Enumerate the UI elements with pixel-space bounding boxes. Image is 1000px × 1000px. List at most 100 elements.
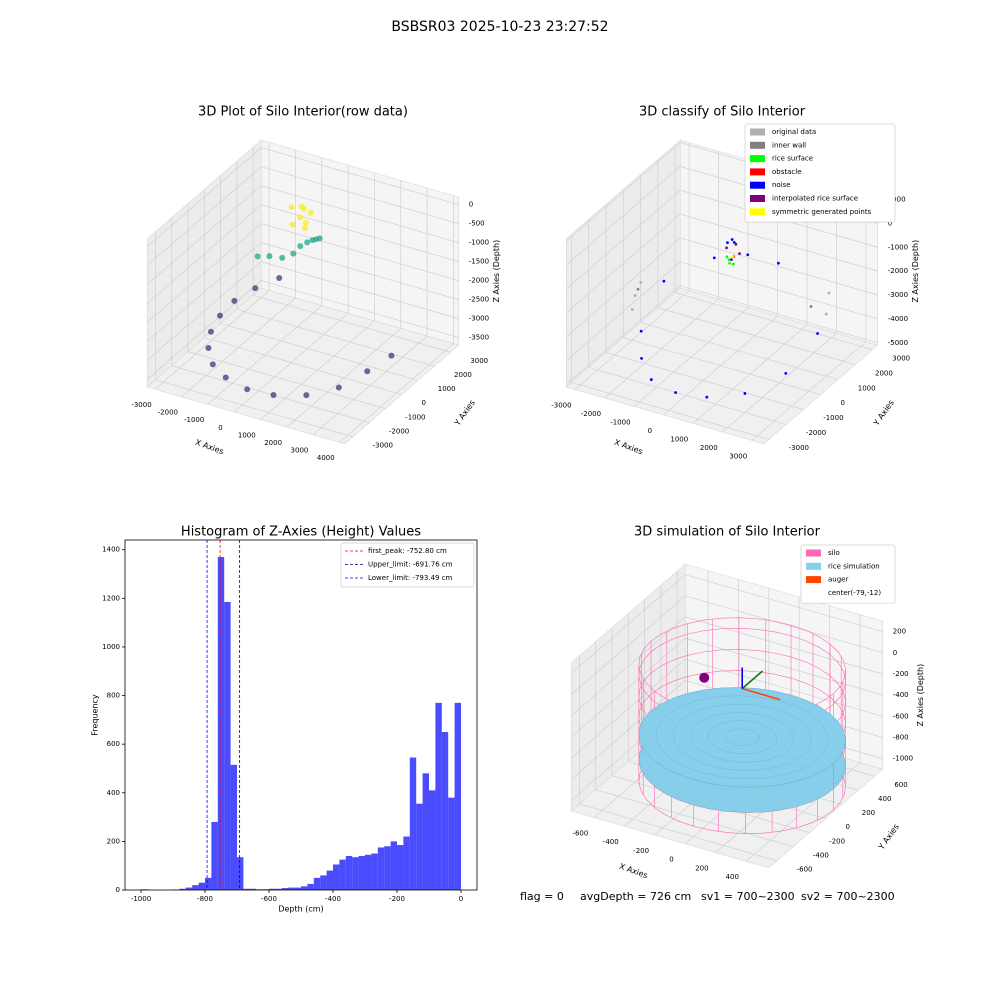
legend-swatch	[750, 128, 765, 136]
point	[270, 392, 277, 399]
bar	[211, 821, 218, 890]
y-tick-label: -1000	[823, 414, 843, 422]
z-axis-label: Z Axies (Depth)	[911, 240, 920, 303]
point	[316, 235, 323, 242]
z-tick-label: -500	[469, 220, 485, 228]
z-tick-label: -800	[893, 733, 909, 741]
y-tick-label: 200	[862, 809, 875, 817]
bar	[377, 847, 385, 890]
bar	[307, 883, 314, 890]
point	[388, 352, 395, 359]
bar	[429, 790, 436, 890]
y-tick-label: -2000	[389, 427, 409, 435]
grid-line	[147, 166, 262, 266]
legend-label: obstacle	[772, 168, 802, 176]
y-tick-label: -200	[829, 837, 845, 845]
x-tick-label: 200	[695, 864, 708, 872]
grid-line	[261, 261, 459, 319]
grid-line	[261, 223, 459, 281]
bar	[269, 888, 276, 890]
point	[364, 368, 371, 375]
point	[289, 221, 296, 228]
legend-swatch	[750, 155, 765, 163]
x-tick-label: 3000	[729, 452, 747, 460]
y-tick-label: 3000	[470, 357, 488, 365]
z-tick-label: -200	[893, 670, 909, 678]
point	[633, 294, 637, 297]
point	[266, 253, 273, 260]
point	[743, 392, 747, 395]
x-tick-label: 4000	[317, 454, 335, 462]
point	[809, 305, 813, 308]
grid-line	[566, 261, 681, 361]
bar	[281, 888, 289, 890]
point	[824, 312, 828, 316]
y-tick-label: 1400	[102, 546, 120, 554]
bar	[365, 854, 372, 890]
grid-line	[685, 658, 883, 717]
rice-mesh	[673, 703, 812, 771]
auger-head	[699, 672, 710, 683]
grid-line	[595, 789, 794, 848]
point	[303, 219, 310, 226]
auger-axis	[741, 687, 781, 701]
x-tick-label: -400	[603, 838, 619, 846]
bar	[397, 845, 404, 890]
y-tick-label: -3000	[789, 444, 809, 452]
point	[732, 240, 736, 244]
point	[662, 279, 666, 283]
grid-line	[566, 285, 681, 385]
z-tick-label: -1000	[888, 243, 908, 251]
point	[728, 261, 731, 265]
grid-line	[685, 595, 883, 654]
point	[725, 246, 728, 250]
x-tick-label: -400	[325, 895, 341, 903]
y-tick-label: 400	[878, 795, 891, 803]
z-tick-label: 0	[469, 201, 473, 209]
x-tick-label: 0	[459, 895, 463, 903]
legend-label: first_peak: -752.80 cm	[368, 547, 447, 555]
y-tick-label: 0	[116, 886, 120, 894]
x-tick-label: 0	[648, 427, 652, 435]
grid-line	[657, 307, 856, 365]
y-tick-label: 2000	[454, 371, 472, 379]
point	[290, 250, 297, 257]
x-tick-label: -200	[633, 847, 649, 855]
grid-line	[220, 323, 419, 381]
z-tick-label: 0	[888, 219, 892, 227]
plot-frame	[124, 539, 478, 891]
z-axis-label: Z Axies (Depth)	[492, 240, 501, 303]
z-tick-label: -1500	[469, 258, 489, 266]
grid-line	[680, 237, 878, 296]
legend-label: symmetric generated points	[772, 208, 872, 216]
grid-line	[566, 213, 681, 314]
point	[231, 297, 238, 304]
legend-swatch	[750, 168, 765, 176]
grid-line	[623, 337, 821, 395]
point	[777, 261, 780, 265]
grid-line	[236, 308, 435, 367]
point	[712, 256, 716, 260]
point	[300, 205, 307, 212]
y-tick-label: 1200	[102, 594, 120, 602]
z-tick-label: -600	[893, 712, 909, 720]
point	[827, 291, 831, 295]
legend-label: Upper_limit: -691.76 cm	[368, 561, 453, 569]
grid-line	[171, 365, 370, 424]
bar	[358, 855, 365, 890]
x-tick-label: -3000	[551, 401, 571, 409]
y-tick-label: -2000	[806, 429, 826, 437]
bar	[384, 846, 391, 890]
grid-line	[566, 237, 681, 338]
x-tick-label: 0	[218, 424, 222, 432]
bar	[333, 864, 340, 890]
bar	[301, 886, 308, 890]
point	[207, 328, 214, 335]
legend-label: center(-79,-12)	[828, 589, 881, 597]
y-tick-label: 0	[845, 823, 849, 831]
grid-line	[605, 352, 804, 410]
point	[303, 392, 310, 399]
x-tick-label: 1000	[238, 431, 256, 439]
x-tick-label: 400	[726, 873, 739, 881]
y-tick-label: -600	[797, 866, 813, 874]
